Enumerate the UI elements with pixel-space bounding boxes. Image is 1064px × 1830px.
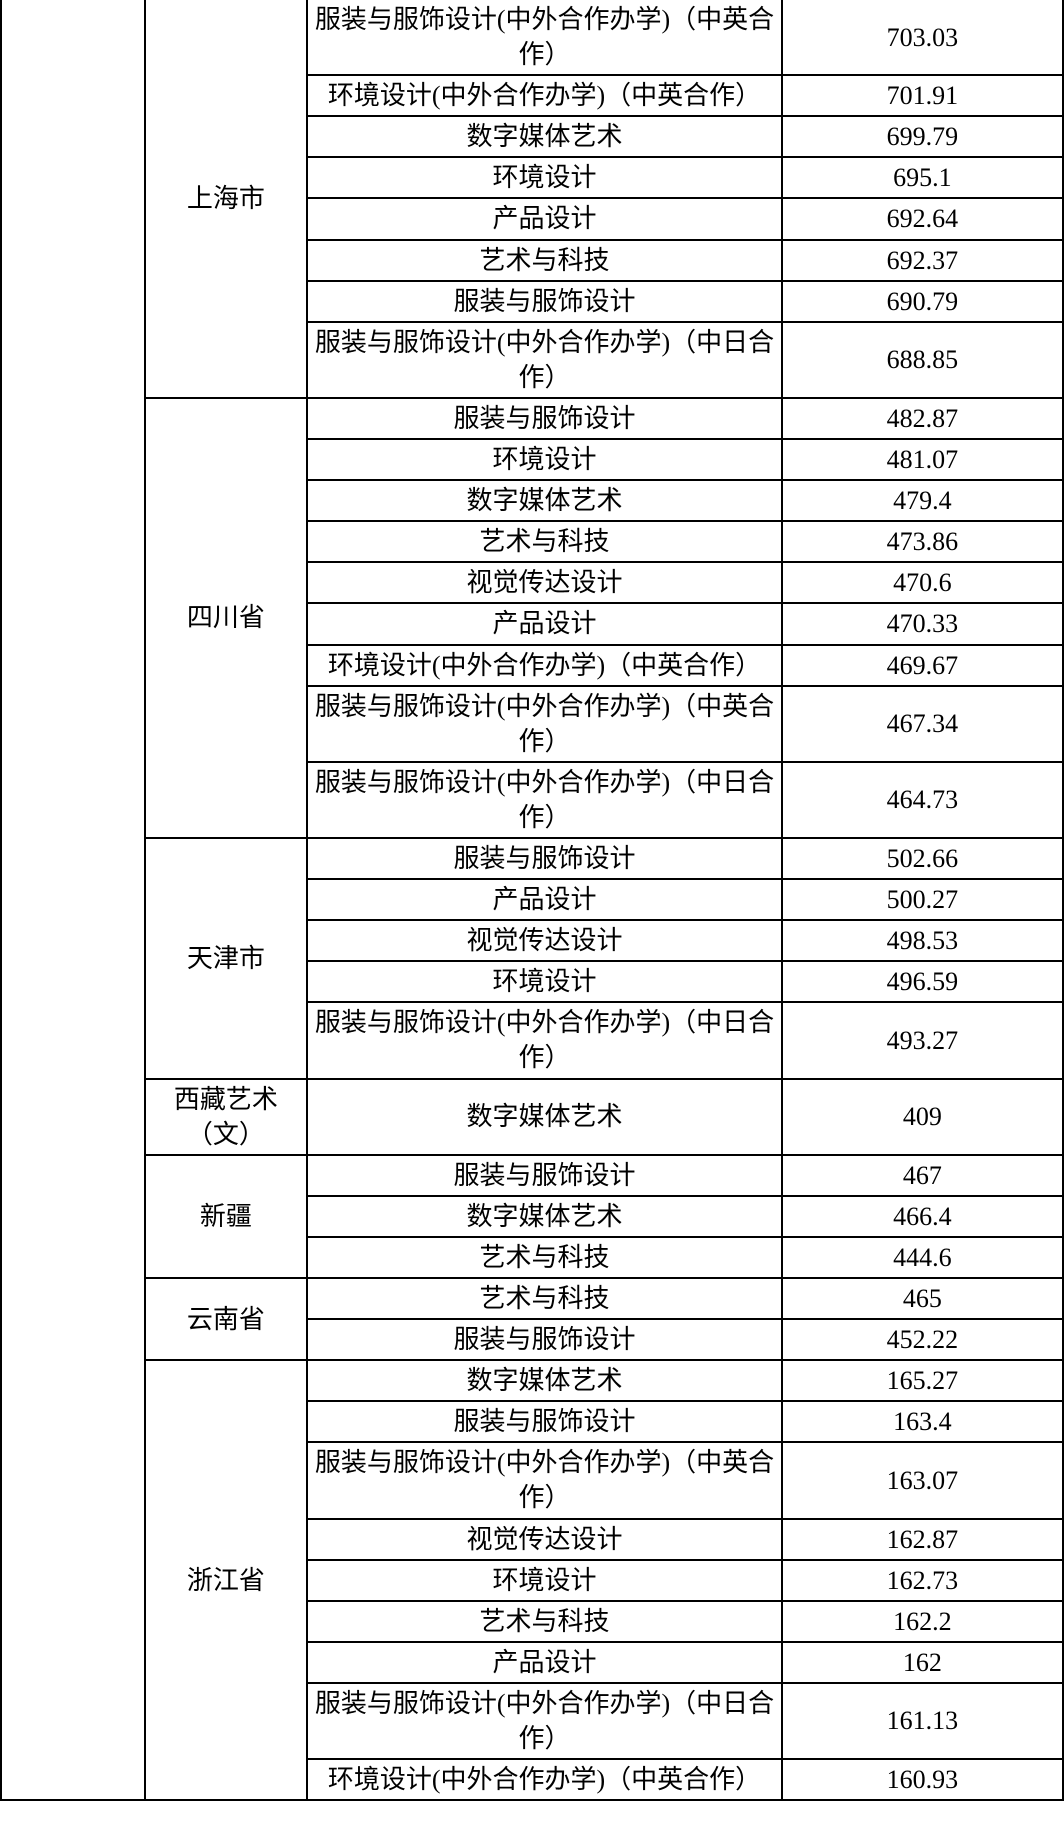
score-cell: 467 (782, 1155, 1063, 1196)
score-cell: 470.6 (782, 562, 1063, 603)
score-cell: 469.67 (782, 645, 1063, 686)
score-cell: 690.79 (782, 281, 1063, 322)
score-cell: 482.87 (782, 398, 1063, 439)
major-cell: 环境设计(中外合作办学)（中英合作） (307, 645, 782, 686)
province-cell: 四川省 (145, 398, 307, 838)
score-cell: 162 (782, 1642, 1063, 1683)
major-cell: 数字媒体艺术 (307, 116, 782, 157)
major-cell: 艺术与科技 (307, 1601, 782, 1642)
score-cell: 165.27 (782, 1360, 1063, 1401)
major-cell: 服装与服饰设计(中外合作办学)（中英合作） (307, 0, 782, 75)
major-cell: 视觉传达设计 (307, 562, 782, 603)
score-cell: 479.4 (782, 480, 1063, 521)
province-cell: 浙江省 (145, 1360, 307, 1800)
page: 上海市服装与服饰设计(中外合作办学)（中英合作）703.03环境设计(中外合作办… (0, 0, 1064, 1801)
major-cell: 产品设计 (307, 879, 782, 920)
major-cell: 产品设计 (307, 1642, 782, 1683)
score-cell: 699.79 (782, 116, 1063, 157)
major-cell: 服装与服饰设计 (307, 838, 782, 879)
score-cell: 444.6 (782, 1237, 1063, 1278)
province-cell: 西藏艺术（文） (145, 1079, 307, 1155)
score-cell: 466.4 (782, 1196, 1063, 1237)
score-cell: 493.27 (782, 1002, 1063, 1078)
table-row: 西藏艺术（文）数字媒体艺术409 (1, 1079, 1063, 1155)
major-cell: 服装与服饰设计(中外合作办学)（中日合作） (307, 762, 782, 838)
province-cell: 天津市 (145, 838, 307, 1079)
score-cell: 162.2 (782, 1601, 1063, 1642)
major-cell: 服装与服饰设计(中外合作办学)（中日合作） (307, 322, 782, 398)
score-cell: 481.07 (782, 439, 1063, 480)
score-cell: 695.1 (782, 157, 1063, 198)
table-row: 上海市服装与服饰设计(中外合作办学)（中英合作）703.03 (1, 0, 1063, 75)
major-cell: 服装与服饰设计(中外合作办学)（中日合作） (307, 1683, 782, 1759)
major-cell: 产品设计 (307, 603, 782, 644)
score-cell: 473.86 (782, 521, 1063, 562)
score-cell: 409 (782, 1079, 1063, 1155)
table-row: 四川省服装与服饰设计482.87 (1, 398, 1063, 439)
score-cell: 500.27 (782, 879, 1063, 920)
major-cell: 艺术与科技 (307, 240, 782, 281)
table-row: 新疆服装与服饰设计467 (1, 1155, 1063, 1196)
score-cell: 692.37 (782, 240, 1063, 281)
major-cell: 数字媒体艺术 (307, 480, 782, 521)
score-cell: 498.53 (782, 920, 1063, 961)
major-cell: 服装与服饰设计 (307, 1155, 782, 1196)
score-cell: 163.4 (782, 1401, 1063, 1442)
score-cell: 688.85 (782, 322, 1063, 398)
major-cell: 视觉传达设计 (307, 920, 782, 961)
province-cell: 云南省 (145, 1278, 307, 1360)
major-cell: 服装与服饰设计(中外合作办学)（中英合作） (307, 686, 782, 762)
score-cell: 163.07 (782, 1442, 1063, 1518)
province-cell: 上海市 (145, 0, 307, 398)
score-cell: 162.73 (782, 1560, 1063, 1601)
score-cell: 467.34 (782, 686, 1063, 762)
score-cell: 162.87 (782, 1519, 1063, 1560)
major-cell: 服装与服饰设计 (307, 398, 782, 439)
major-cell: 服装与服饰设计 (307, 1401, 782, 1442)
major-cell: 服装与服饰设计(中外合作办学)（中英合作） (307, 1442, 782, 1518)
major-cell: 环境设计(中外合作办学)（中英合作） (307, 1759, 782, 1800)
major-cell: 服装与服饰设计 (307, 1319, 782, 1360)
major-cell: 环境设计 (307, 961, 782, 1002)
major-cell: 产品设计 (307, 198, 782, 239)
major-cell: 环境设计 (307, 1560, 782, 1601)
table-row: 云南省艺术与科技465 (1, 1278, 1063, 1319)
score-cell: 470.33 (782, 603, 1063, 644)
score-cell: 692.64 (782, 198, 1063, 239)
score-cell: 465 (782, 1278, 1063, 1319)
major-cell: 视觉传达设计 (307, 1519, 782, 1560)
major-cell: 艺术与科技 (307, 1278, 782, 1319)
major-cell: 数字媒体艺术 (307, 1196, 782, 1237)
score-cell: 160.93 (782, 1759, 1063, 1800)
left-span-cell (1, 0, 145, 1800)
major-cell: 环境设计 (307, 439, 782, 480)
major-cell: 环境设计 (307, 157, 782, 198)
score-cell: 161.13 (782, 1683, 1063, 1759)
score-cell: 701.91 (782, 75, 1063, 116)
major-cell: 艺术与科技 (307, 521, 782, 562)
major-cell: 数字媒体艺术 (307, 1360, 782, 1401)
table-row: 天津市服装与服饰设计502.66 (1, 838, 1063, 879)
score-table: 上海市服装与服饰设计(中外合作办学)（中英合作）703.03环境设计(中外合作办… (0, 0, 1064, 1801)
major-cell: 数字媒体艺术 (307, 1079, 782, 1155)
score-cell: 703.03 (782, 0, 1063, 75)
major-cell: 艺术与科技 (307, 1237, 782, 1278)
score-cell: 452.22 (782, 1319, 1063, 1360)
major-cell: 服装与服饰设计(中外合作办学)（中日合作） (307, 1002, 782, 1078)
score-cell: 496.59 (782, 961, 1063, 1002)
major-cell: 环境设计(中外合作办学)（中英合作） (307, 75, 782, 116)
score-cell: 464.73 (782, 762, 1063, 838)
major-cell: 服装与服饰设计 (307, 281, 782, 322)
province-cell: 新疆 (145, 1155, 307, 1278)
table-row: 浙江省数字媒体艺术165.27 (1, 1360, 1063, 1401)
score-cell: 502.66 (782, 838, 1063, 879)
